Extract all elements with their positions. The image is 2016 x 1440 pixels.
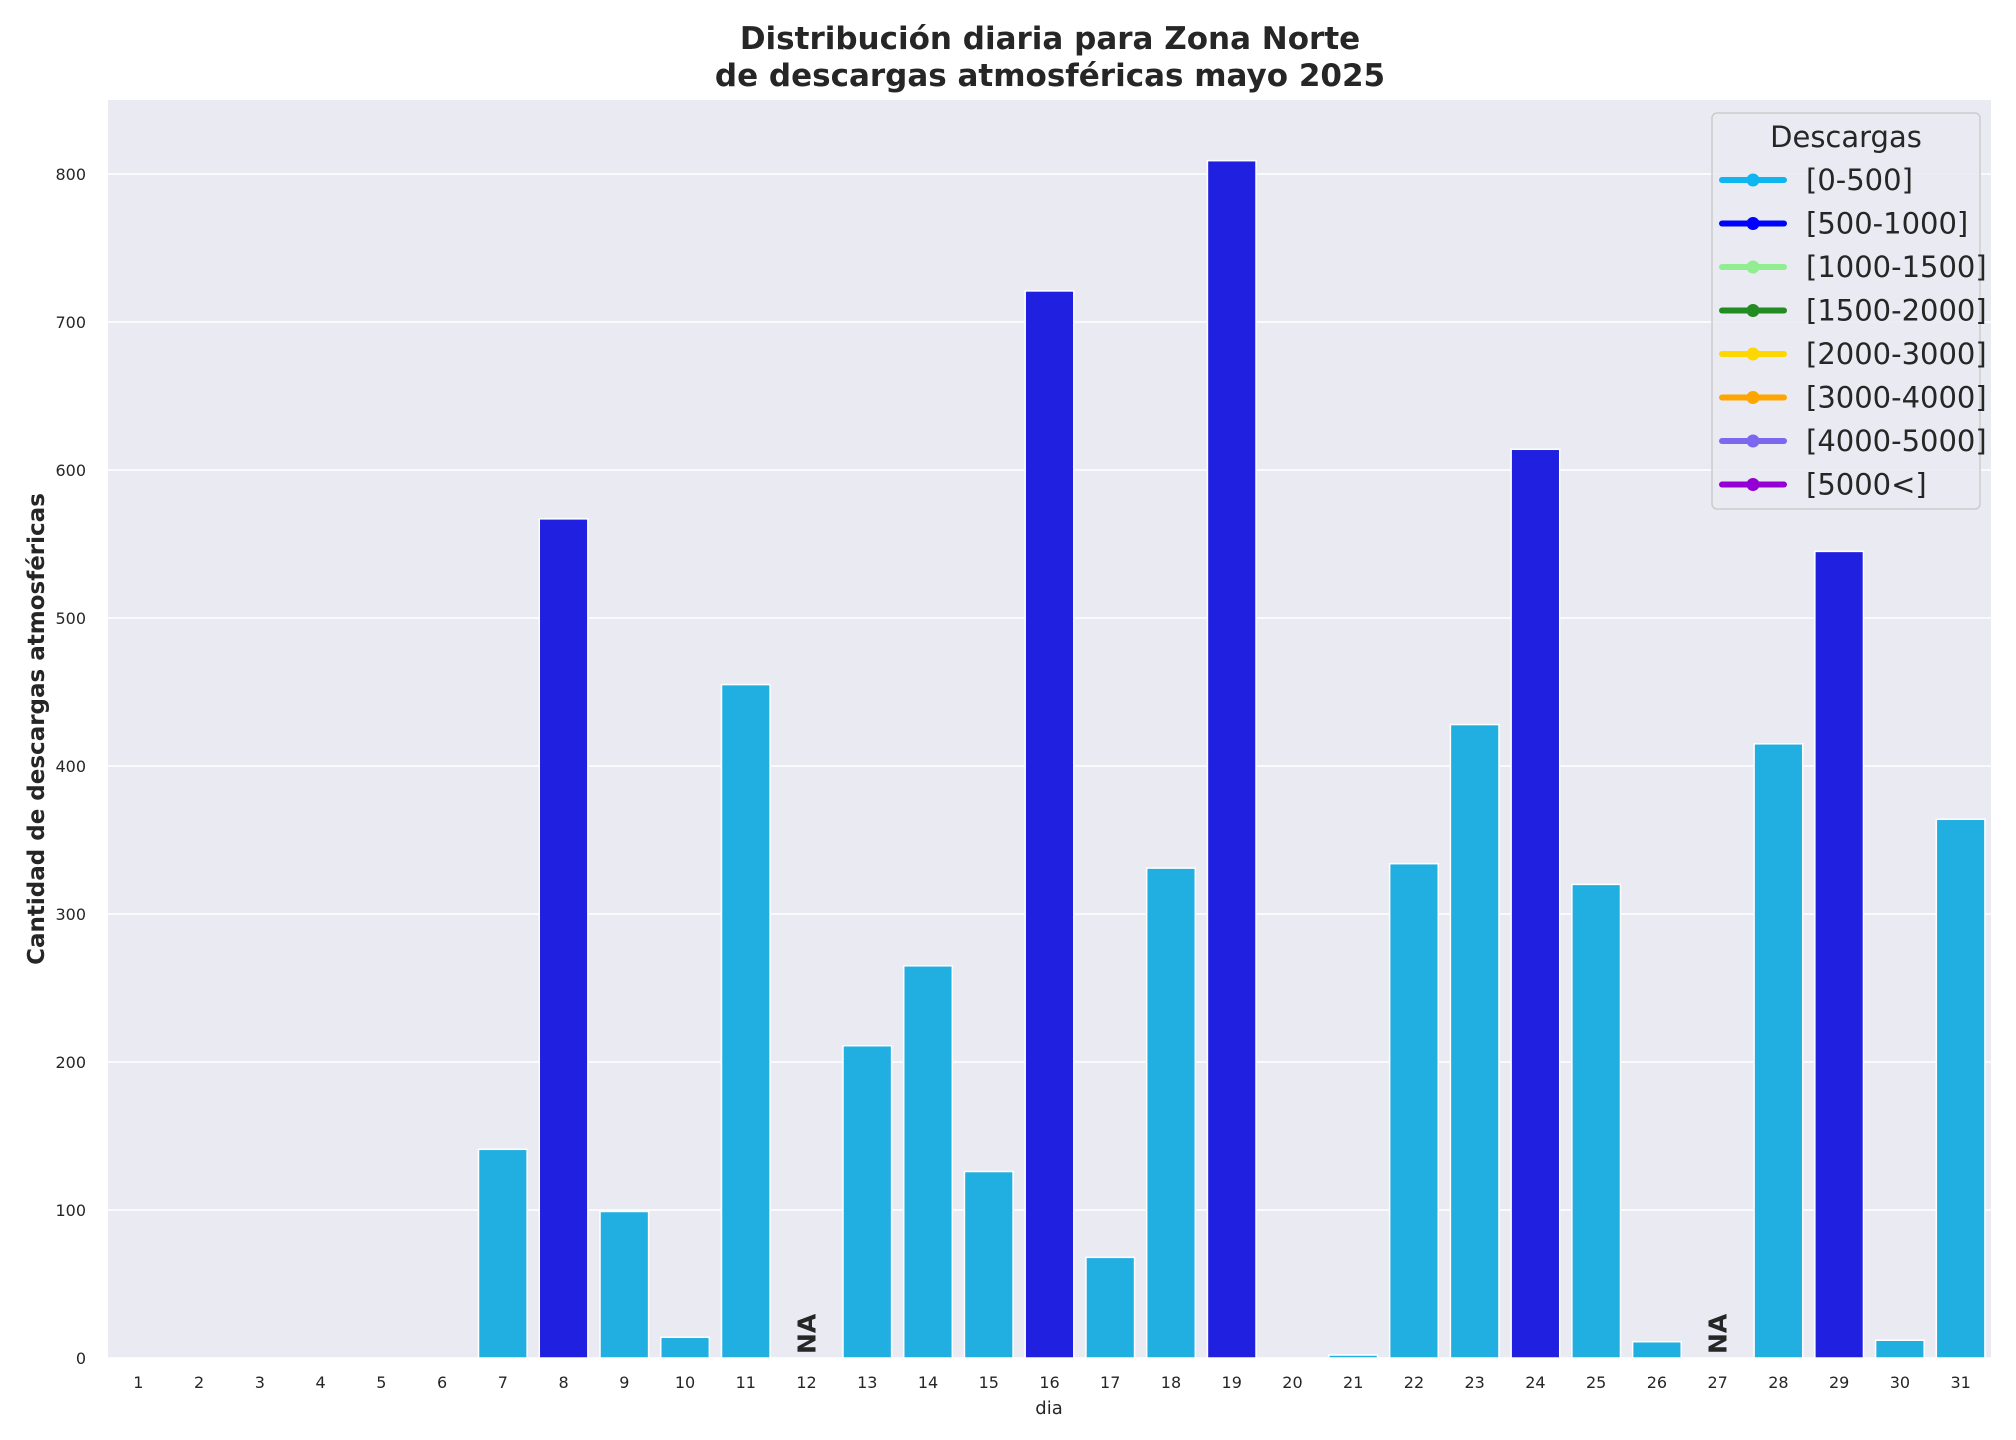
bar-dia-30: [1874, 1339, 1925, 1359]
bar-dia-11: [720, 683, 771, 1359]
bar-dia-9: [599, 1210, 650, 1359]
legend-label: [2000-3000]: [1806, 337, 1987, 371]
x-tick-label: 11: [736, 1373, 756, 1392]
bar-dia-21: [1328, 1354, 1379, 1359]
y-tick-label: 300: [55, 905, 86, 924]
chart-title-line1: Distribución diaria para Zona Norte: [740, 21, 1360, 57]
legend-label: [1500-2000]: [1806, 294, 1987, 328]
legend-label: [3000-4000]: [1806, 381, 1987, 415]
legend-label: [500-1000]: [1806, 207, 1968, 241]
legend-marker: [1746, 391, 1760, 404]
x-tick-label: 2: [194, 1373, 204, 1392]
bar-dia-18: [1145, 867, 1197, 1359]
x-axis-label: dia: [1035, 1398, 1062, 1419]
x-tick-label: 9: [619, 1373, 629, 1392]
legend-items: [0-500] [500-1000] [1000-1500] [1500-2000] […: [1719, 163, 1987, 502]
legend: Descargas [0-500] [500-1000] [1000-1500] [1…: [1711, 112, 1987, 510]
legend-marker: [1746, 304, 1760, 317]
x-tick-label: 16: [1039, 1373, 1059, 1392]
y-axis-label: Cantidad de descargas atmosféricas: [24, 493, 50, 965]
x-tick-label: 13: [857, 1373, 877, 1392]
x-tick-label: 10: [675, 1373, 695, 1392]
y-tick-label: 100: [55, 1201, 86, 1220]
x-tick-label: 12: [796, 1373, 816, 1392]
x-tick-label: 18: [1161, 1373, 1181, 1392]
bar-dia-13: [842, 1044, 893, 1359]
x-tick-labels: 1 2 3 4 5 6 7 8 9 10 11 12 13 14 15 16 17 18 19 20 21 22 23 24 2…: [133, 1373, 1971, 1392]
y-tick-label: 200: [55, 1053, 86, 1072]
bar-dia-25: [1571, 883, 1622, 1359]
x-tick-label: 24: [1525, 1373, 1545, 1392]
bar-dia-28: [1753, 743, 1804, 1359]
x-tick-label: 17: [1100, 1373, 1120, 1392]
x-tick-label: 19: [1222, 1373, 1242, 1392]
x-tick-label: 21: [1343, 1373, 1363, 1392]
x-tick-label: 6: [437, 1373, 447, 1392]
bar-dia-29: [1814, 550, 1865, 1359]
legend-marker: [1746, 478, 1760, 491]
x-tick-label: 15: [979, 1373, 999, 1392]
bars: [477, 159, 1986, 1359]
bar-dia-8: [538, 518, 589, 1359]
legend-title: Descargas: [1770, 120, 1922, 154]
bar-dia-16: [1024, 290, 1075, 1359]
legend-label: [0-500]: [1806, 163, 1913, 197]
bar-dia-26: [1631, 1340, 1682, 1359]
x-tick-label: 23: [1465, 1373, 1485, 1392]
x-tick-label: 7: [498, 1373, 508, 1392]
na-label: NA: [1704, 1313, 1733, 1354]
y-tick-label: 700: [55, 313, 86, 332]
y-tick-label: 400: [55, 757, 86, 776]
legend-label: [5000<]: [1806, 468, 1927, 502]
bar-dia-19: [1206, 159, 1257, 1359]
x-tick-label: 26: [1647, 1373, 1667, 1392]
x-tick-label: 5: [376, 1373, 386, 1392]
x-tick-label: 29: [1829, 1373, 1849, 1392]
bar-dia-24: [1510, 448, 1561, 1359]
x-tick-label: 22: [1404, 1373, 1424, 1392]
bar-dia-17: [1085, 1256, 1136, 1359]
y-tick-label: 0: [76, 1349, 86, 1368]
bar-dia-10: [660, 1336, 711, 1359]
na-label: NA: [793, 1313, 822, 1354]
legend-marker: [1746, 260, 1760, 274]
x-tick-label: 14: [918, 1373, 938, 1392]
bar-dia-31: [1935, 818, 1986, 1359]
legend-marker: [1746, 173, 1760, 187]
legend-marker: [1746, 347, 1760, 361]
chart-title-line2: de descargas atmosféricas mayo 2025: [715, 58, 1385, 94]
x-tick-label: 20: [1282, 1373, 1302, 1392]
bar-dia-15: [963, 1170, 1014, 1359]
x-tick-label: 25: [1586, 1373, 1606, 1392]
legend-marker: [1746, 217, 1760, 230]
na-labels: NA NA: [793, 1313, 1733, 1354]
x-tick-label: 30: [1890, 1373, 1910, 1392]
legend-marker: [1746, 434, 1760, 448]
x-tick-label: 1: [133, 1373, 143, 1392]
y-tick-labels: 0 100 200 300 400 500 600 700 800: [55, 165, 86, 1368]
x-tick-label: 31: [1950, 1373, 1970, 1392]
x-tick-label: 8: [558, 1373, 568, 1392]
bar-dia-14: [902, 965, 954, 1359]
y-tick-label: 800: [55, 165, 86, 184]
bar-dia-7: [477, 1148, 528, 1359]
x-tick-label: 3: [255, 1373, 265, 1392]
bar-dia-23: [1449, 723, 1500, 1359]
legend-label: [4000-5000]: [1806, 424, 1987, 458]
legend-box: [1711, 112, 1981, 510]
y-tick-label: 600: [55, 461, 86, 480]
x-tick-label: 28: [1768, 1373, 1788, 1392]
x-tick-label: 4: [316, 1373, 326, 1392]
y-tick-label: 500: [55, 609, 86, 628]
bar-dia-22: [1388, 862, 1439, 1359]
legend-label: [1000-1500]: [1806, 250, 1987, 284]
x-tick-label: 27: [1707, 1373, 1727, 1392]
